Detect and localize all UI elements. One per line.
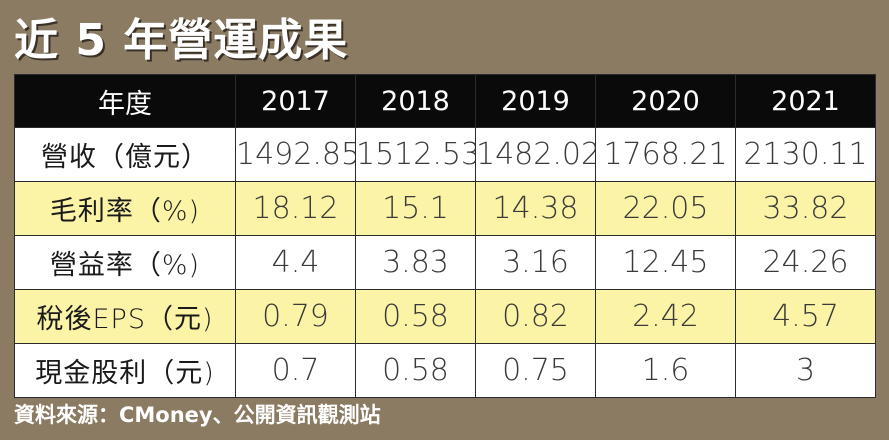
row-label: 營收（億元） — [14, 127, 236, 182]
table-cell: 0.7 — [235, 343, 356, 398]
table-row: 營收（億元） 1492.85 1512.53 1482.02 1768.21 2130.1… — [14, 127, 876, 182]
table-row: 現金股利（元) 0.7 0.58 0.75 1.6 3 — [14, 343, 876, 398]
table-cell: 1512.53 — [355, 127, 476, 182]
table-cell: 0.75 — [475, 343, 596, 398]
header-year: 2020 — [595, 74, 736, 128]
table-cell: 0.82 — [475, 289, 596, 344]
row-label: 稅後EPS（元) — [14, 289, 236, 344]
table-cell: 2130.11 — [735, 127, 876, 182]
row-label: 毛利率（%) — [14, 181, 236, 236]
header-year: 2017 — [235, 74, 356, 128]
table-body: 營收（億元） 1492.85 1512.53 1482.02 1768.21 2130.1… — [14, 127, 876, 398]
table-cell: 1482.02 — [475, 127, 596, 182]
table-cell: 3.16 — [475, 235, 596, 290]
table-cell: 1492.85 — [235, 127, 356, 182]
header-label: 年度 — [14, 74, 236, 128]
table-cell: 24.26 — [735, 235, 876, 290]
table-row: 稅後EPS（元) 0.79 0.58 0.82 2.42 4.57 — [14, 289, 876, 344]
table-cell: 4.4 — [235, 235, 356, 290]
page-title: 近 5 年營運成果 — [14, 15, 349, 66]
table-cell: 2.42 — [595, 289, 736, 344]
header-year: 2019 — [475, 74, 596, 128]
table-cell: 14.38 — [475, 181, 596, 236]
table-cell: 0.79 — [235, 289, 356, 344]
operating-results-table: 年度 2017 2018 2019 2020 2021 營收（億元） 1492.85 1512… — [14, 74, 876, 398]
table-cell: 1.6 — [595, 343, 736, 398]
table-cell: 22.05 — [595, 181, 736, 236]
table-cell: 3 — [735, 343, 876, 398]
row-label: 營益率（%) — [14, 235, 236, 290]
table-cell: 33.82 — [735, 181, 876, 236]
table-cell: 0.58 — [355, 289, 476, 344]
table-row: 毛利率（%) 18.12 15.1 14.38 22.05 33.82 — [14, 181, 876, 236]
table-cell: 18.12 — [235, 181, 356, 236]
header-row: 年度 2017 2018 2019 2020 2021 — [14, 74, 876, 128]
header-year: 2018 — [355, 74, 476, 128]
table-cell: 0.58 — [355, 343, 476, 398]
table-cell: 1768.21 — [595, 127, 736, 182]
table-row: 營益率（%) 4.4 3.83 3.16 12.45 24.26 — [14, 235, 876, 290]
header-year: 2021 — [735, 74, 876, 128]
table-cell: 3.83 — [355, 235, 476, 290]
source-note: 資料來源：CMoney、公開資訊觀測站 — [14, 403, 381, 427]
table-cell: 4.57 — [735, 289, 876, 344]
table-cell: 12.45 — [595, 235, 736, 290]
table-cell: 15.1 — [355, 181, 476, 236]
row-label: 現金股利（元) — [14, 343, 236, 398]
